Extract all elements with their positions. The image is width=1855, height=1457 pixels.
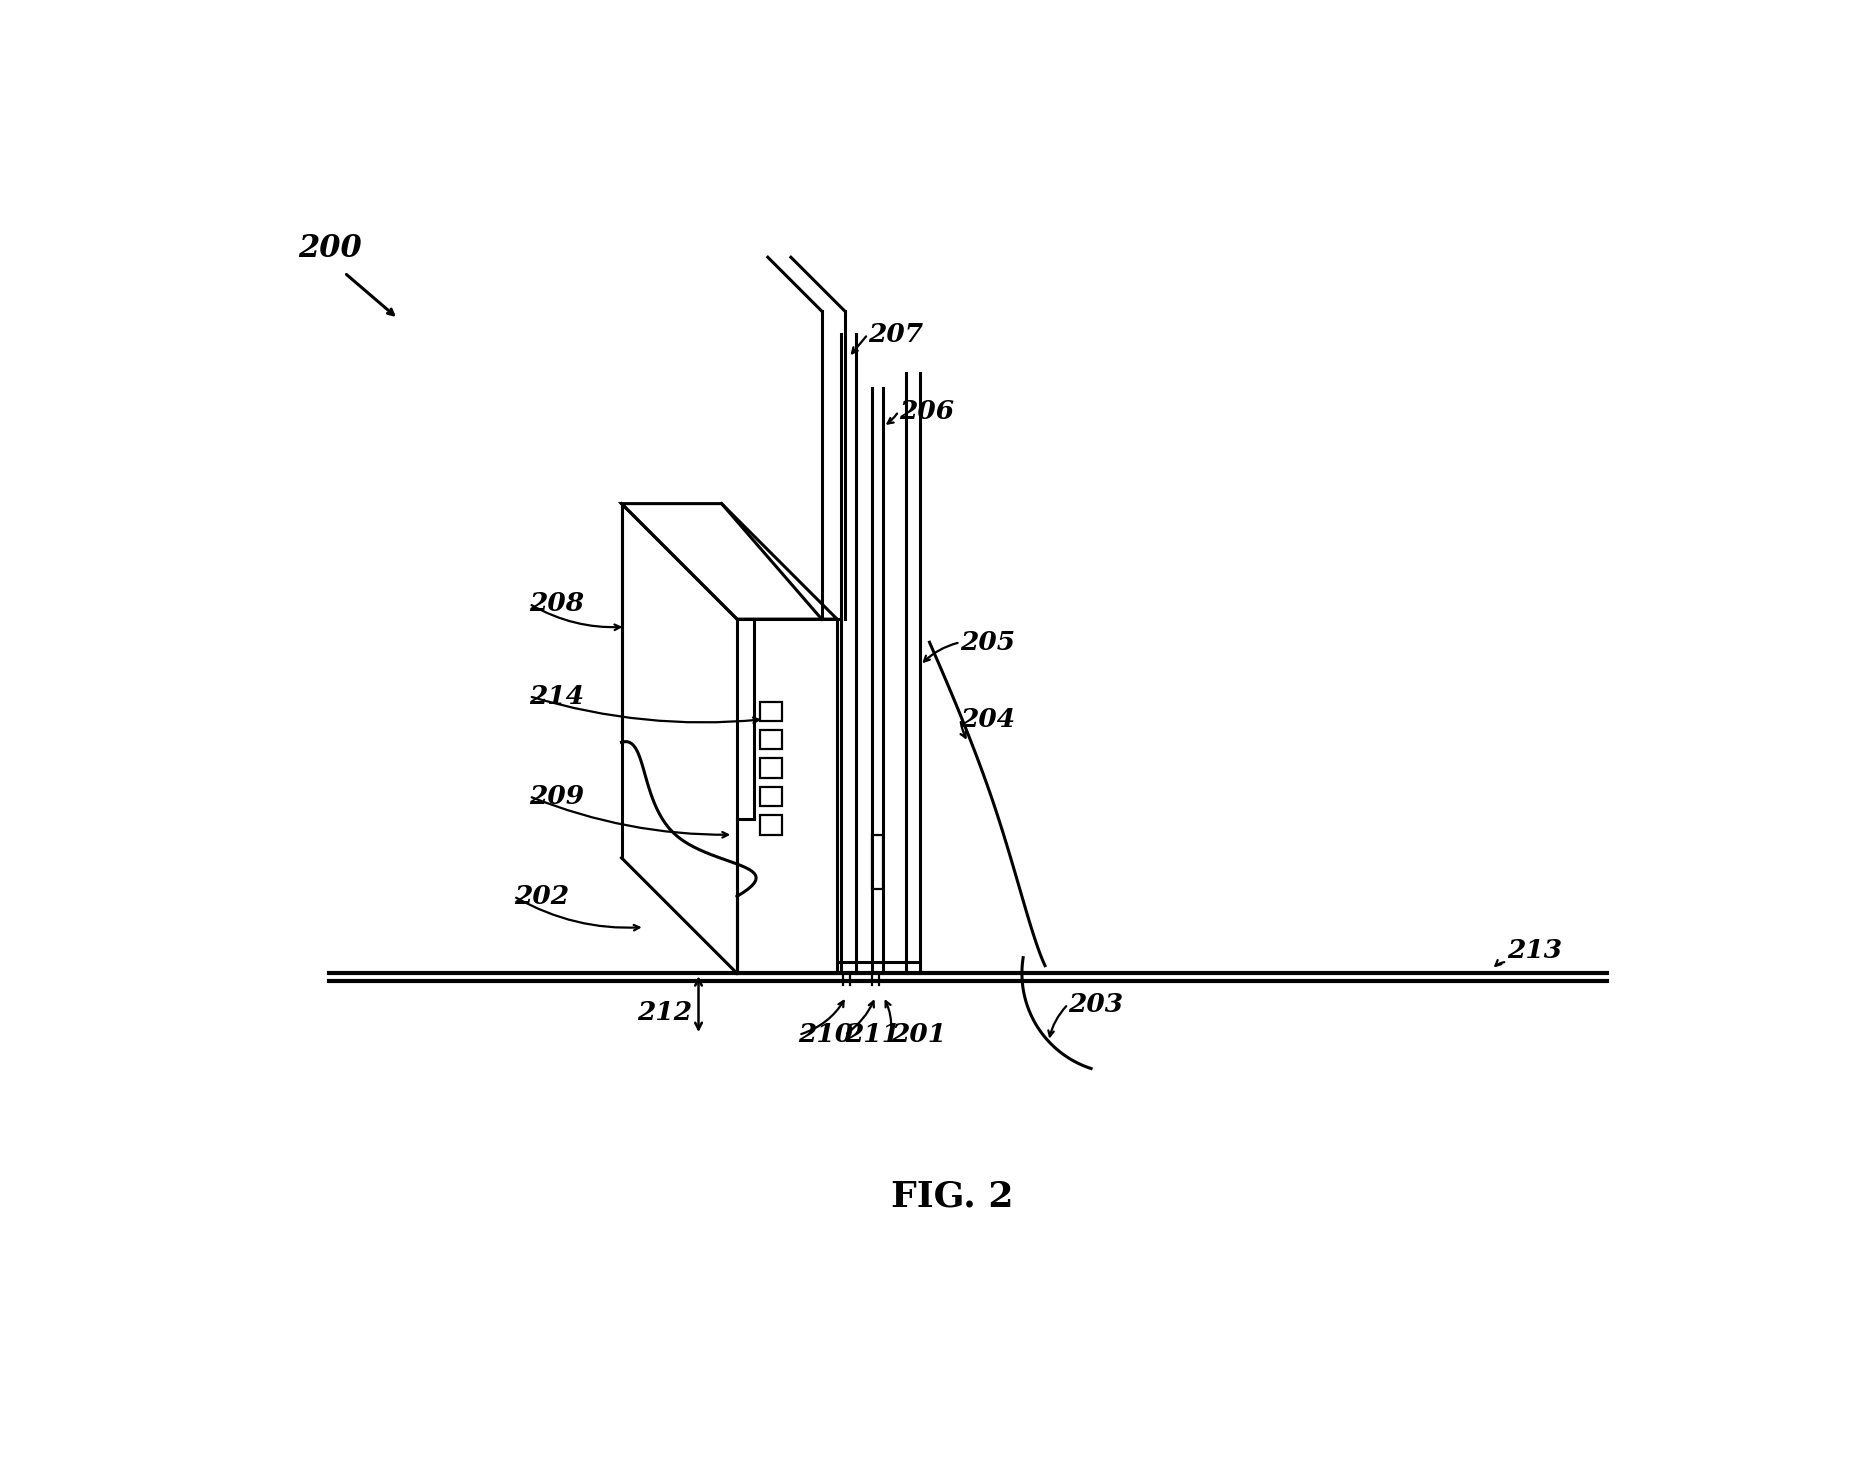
Text: 209: 209 bbox=[529, 784, 584, 809]
Text: 205: 205 bbox=[961, 629, 1015, 654]
Text: 203: 203 bbox=[1068, 992, 1124, 1017]
Text: 212: 212 bbox=[636, 1000, 692, 1024]
Text: 214: 214 bbox=[529, 683, 584, 708]
Text: FIG. 2: FIG. 2 bbox=[892, 1180, 1015, 1214]
Text: 204: 204 bbox=[961, 707, 1015, 731]
Text: 211: 211 bbox=[844, 1023, 900, 1048]
Text: 200: 200 bbox=[299, 233, 362, 264]
Text: 213: 213 bbox=[1506, 938, 1562, 963]
Text: 210: 210 bbox=[800, 1023, 853, 1048]
Text: 207: 207 bbox=[868, 322, 924, 347]
Text: 201: 201 bbox=[890, 1023, 946, 1048]
Text: 202: 202 bbox=[514, 884, 569, 909]
Text: 208: 208 bbox=[529, 592, 584, 616]
Text: 206: 206 bbox=[898, 399, 953, 424]
